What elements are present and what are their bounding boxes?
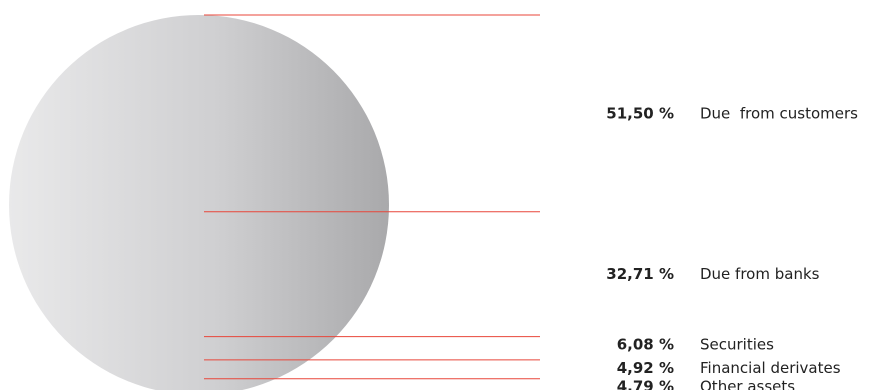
slice-category-label: Due from customers [700, 104, 858, 122]
slice-value-label: 4,79 % [617, 378, 674, 390]
sphere-shape [9, 15, 389, 390]
slice-category-label: Other assets [700, 378, 795, 390]
slice-value-label: 51,50 % [606, 104, 674, 122]
slice-category-label: Securities [700, 336, 774, 354]
slice-value-label: 6,08 % [617, 336, 674, 354]
slice-value-label: 4,92 % [617, 359, 674, 377]
slice-category-label: Due from banks [700, 265, 820, 283]
slice-category-label: Financial derivates [700, 359, 841, 377]
slice-value-label: 32,71 % [606, 265, 674, 283]
